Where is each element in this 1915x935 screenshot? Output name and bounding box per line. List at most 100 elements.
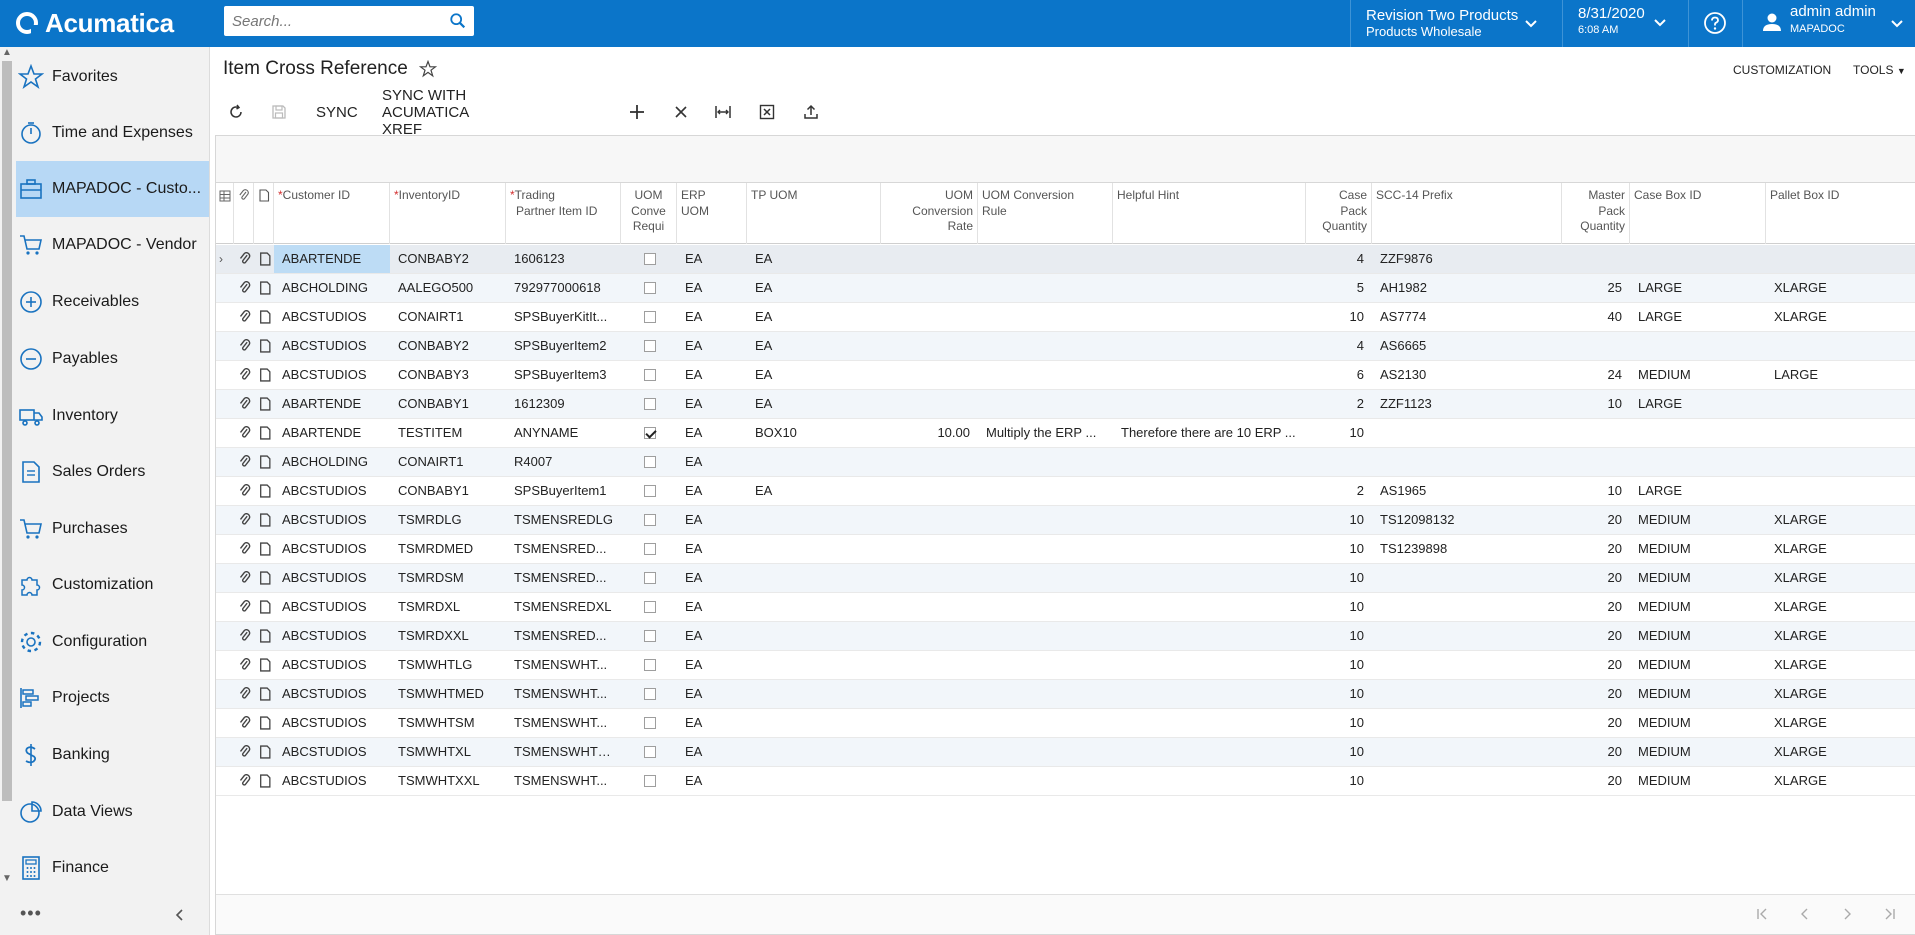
cell-helpful-hint[interactable] [1113,738,1306,766]
attachment-icon[interactable] [238,745,252,759]
collapse-sidebar-icon[interactable] [172,907,188,923]
cell-inventory-id[interactable]: CONBABY1 [398,396,469,411]
cell-customer-id[interactable]: ABCSTUDIOS [282,512,367,527]
delete-row-button[interactable] [672,97,690,127]
cell-tp-uom[interactable]: EA [755,338,773,353]
company-selector[interactable]: Revision Two Products Products Wholesale [1366,7,1546,39]
header-uom-conversion-rate[interactable]: UOM Conversion Rate [881,183,978,244]
cell-uom-conversion-rate[interactable] [881,477,978,505]
cell-pallet-box-id[interactable]: LARGE [1774,367,1819,382]
cell-scc-14-prefix[interactable] [1372,651,1562,679]
cell-erp-uom[interactable]: EA [685,628,703,643]
cell-inventory-id[interactable]: CONBABY2 [398,251,469,266]
sidebar-item-receivables[interactable]: Receivables [16,274,209,330]
note-icon[interactable] [258,455,272,469]
cell-uom-conversion-rate[interactable] [881,709,978,737]
cell-case-pack-quantity[interactable]: 4 [1356,251,1364,266]
cell-customer-id[interactable]: ABCSTUDIOS [282,657,367,672]
cell-trading-partner-item-id[interactable]: 1606123 [514,251,565,266]
cell-tp-uom[interactable]: EA [755,251,773,266]
cell-case-box-id[interactable]: MEDIUM [1638,686,1691,701]
column-settings-header[interactable] [216,183,234,244]
cell-trading-partner-item-id[interactable]: R4007 [514,454,553,469]
cell-pallet-box-id[interactable]: XLARGE [1774,628,1827,643]
cell-inventory-id[interactable]: CONBABY3 [398,367,469,382]
cell-master-pack-quantity[interactable]: 20 [1607,715,1622,730]
cell-case-pack-quantity[interactable]: 10 [1349,570,1364,585]
attachment-icon[interactable] [238,629,252,643]
cell-scc-14-prefix[interactable] [1372,593,1562,621]
cell-customer-id[interactable]: ABCHOLDING [282,454,368,469]
cell-tp-uom[interactable] [747,767,881,795]
header-pallet-box-id[interactable]: Pallet Box ID [1770,188,1840,202]
cell-uom-conversion-rate[interactable] [881,274,978,302]
cell-case-pack-quantity[interactable]: 10 [1349,512,1364,527]
cell-scc-14-prefix[interactable] [1372,738,1562,766]
cell-uom-conversion-rule[interactable] [978,767,1113,795]
cell-inventory-id[interactable]: TSMWHTLG [398,657,473,672]
cell-erp-uom[interactable]: EA [685,338,703,353]
cell-customer-id[interactable]: ABCSTUDIOS [282,570,367,585]
cell-scc-14-prefix[interactable]: ZZF1123 [1380,396,1432,411]
cell-pallet-box-id[interactable] [1766,245,1915,273]
cell-erp-uom[interactable]: EA [685,425,703,440]
cell-uom-conversion-rule[interactable] [978,361,1113,389]
cell-case-pack-quantity[interactable]: 10 [1349,773,1364,788]
export-excel-button[interactable] [758,97,776,127]
cell-uom-conversion-rule[interactable] [978,448,1113,476]
cell-master-pack-quantity[interactable]: 20 [1607,541,1622,556]
cell-customer-id[interactable]: ABCSTUDIOS [282,309,367,324]
attachment-icon[interactable] [238,513,252,527]
note-icon[interactable] [258,252,272,266]
table-row[interactable]: ABCHOLDING CONAIRT1 R4007 EA [216,448,1915,477]
cell-inventory-id[interactable]: TSMWHTXXL [398,773,480,788]
cell-case-box-id[interactable] [1630,245,1766,273]
cell-uom-conversion-rate[interactable] [881,564,978,592]
cell-trading-partner-item-id[interactable]: TSMENSWHT... [514,715,608,730]
attachment-icon[interactable] [238,571,252,585]
table-row[interactable]: ABCSTUDIOS TSMWHTSM TSMENSWHT... EA 10 20 MEDI… [216,709,1915,738]
table-row[interactable]: ABCSTUDIOS TSMWHTXXL TSMENSWHT... EA 10 20 MED… [216,767,1915,796]
cell-pallet-box-id[interactable]: XLARGE [1774,570,1827,585]
uom-conversion-required-checkbox[interactable] [644,456,656,468]
cell-pallet-box-id[interactable]: XLARGE [1774,280,1827,295]
uom-conversion-required-checkbox[interactable] [644,717,656,729]
cell-uom-conversion-rate[interactable] [881,535,978,563]
cell-case-box-id[interactable]: MEDIUM [1638,715,1691,730]
uom-conversion-required-checkbox[interactable] [644,514,656,526]
first-page-icon[interactable] [1755,906,1771,922]
note-icon[interactable] [258,310,272,324]
header-master-pack-quantity[interactable]: Master Pack Quantity [1562,183,1630,244]
table-row[interactable]: ABCSTUDIOS CONBABY1 SPSBuyerItem1 EA EA 2 AS19… [216,477,1915,506]
cell-scc-14-prefix[interactable]: AS6665 [1380,338,1427,353]
sidebar-item-sales-orders[interactable]: Sales Orders [16,444,209,500]
cell-inventory-id[interactable]: TSMRDXXL [398,628,469,643]
cell-case-pack-quantity[interactable] [1306,448,1372,476]
cell-tp-uom[interactable] [747,709,881,737]
cell-customer-id[interactable]: ABCSTUDIOS [282,744,367,759]
cell-tp-uom[interactable] [747,535,881,563]
cell-trading-partner-item-id[interactable]: TSMENSWHT... [514,657,608,672]
cell-case-box-id[interactable]: MEDIUM [1638,367,1691,382]
cell-customer-id[interactable]: ABCSTUDIOS [282,773,367,788]
cell-case-pack-quantity[interactable]: 10 [1349,599,1364,614]
fit-columns-button[interactable] [714,97,732,127]
cell-trading-partner-item-id[interactable]: SPSBuyerItem3 [514,367,607,382]
cell-uom-conversion-rate[interactable] [881,448,978,476]
cell-tp-uom[interactable]: EA [755,396,773,411]
business-date[interactable]: 8/31/2020 6:08 AM [1578,5,1645,37]
cell-inventory-id[interactable]: TSMRDLG [398,512,462,527]
cell-master-pack-quantity[interactable]: 40 [1607,309,1622,324]
note-icon[interactable] [258,658,272,672]
cell-uom-conversion-rate[interactable] [881,622,978,650]
table-row[interactable]: ABCSTUDIOS TSMRDXL TSMENSREDXL EA 10 20 MEDIUM… [216,593,1915,622]
sidebar-item-mapadoc-customer[interactable]: MAPADOC - Custo... [16,161,209,217]
scrollbar-thumb[interactable] [2,61,12,801]
note-icon[interactable] [258,571,272,585]
cell-helpful-hint[interactable] [1113,564,1306,592]
cell-pallet-box-id[interactable] [1766,332,1915,360]
uom-conversion-required-checkbox[interactable] [644,340,656,352]
cell-inventory-id[interactable]: TESTITEM [398,425,463,440]
table-row[interactable]: ABCHOLDING AALEGO500 792977000618 EA EA 5 AH19… [216,274,1915,303]
cell-tp-uom[interactable]: EA [755,280,773,295]
